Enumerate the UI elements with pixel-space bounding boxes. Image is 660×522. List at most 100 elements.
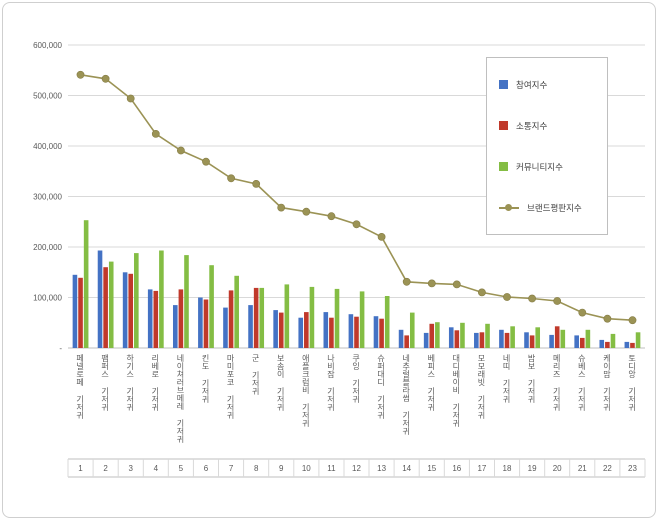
x-axis-label: 보솜이 기저귀 — [276, 354, 286, 411]
x-axis-label: 군 기저귀 — [251, 354, 261, 395]
bar — [610, 333, 616, 348]
legend-item-brand-reputation-index: 브랜드평판지수 — [499, 202, 607, 214]
x-axis-label: 토디앙 기저귀 — [627, 354, 637, 411]
x-axis-label: 애플크럼비 기저귀 — [301, 354, 311, 427]
rank-label: 10 — [302, 464, 311, 473]
bar — [223, 307, 228, 348]
x-axis-label: 모모래빗 기저귀 — [476, 354, 486, 419]
line-marker — [151, 129, 160, 138]
bar — [354, 316, 359, 348]
y-axis-label: - — [59, 344, 62, 353]
bar — [448, 327, 454, 348]
rank-label: 7 — [229, 464, 234, 473]
rank-label: 13 — [377, 464, 386, 473]
x-axis-label: 네띠 기저귀 — [502, 354, 511, 403]
bar — [384, 296, 390, 348]
bar — [454, 330, 460, 348]
y-axis-label: 100,000 — [33, 294, 62, 303]
bar — [398, 329, 404, 348]
bar — [147, 289, 153, 348]
line-marker — [528, 294, 536, 303]
line-marker — [277, 203, 286, 212]
bar — [585, 329, 591, 348]
rank-label: 9 — [279, 464, 284, 473]
x-axis-label: 밤보 기저귀 — [527, 354, 537, 403]
legend-item-communication-index: 소통지수 — [499, 120, 607, 132]
y-axis-label: 400,000 — [33, 142, 62, 151]
bar — [259, 287, 265, 348]
line-marker — [302, 207, 311, 216]
line-marker — [252, 179, 261, 188]
bar — [234, 275, 239, 348]
x-axis-label: 네추럴블라썸 기저귀 — [401, 354, 411, 435]
rank-label: 16 — [452, 464, 461, 473]
bar — [423, 332, 429, 349]
line-marker — [452, 280, 461, 289]
bar — [535, 327, 541, 348]
x-axis-label: 마미포코 기저귀 — [226, 354, 236, 419]
x-axis-label: 킨도 기저귀 — [201, 354, 210, 403]
line-marker — [352, 220, 361, 229]
bar — [474, 332, 479, 349]
bar — [97, 250, 103, 348]
bar — [172, 305, 178, 348]
bar — [605, 341, 610, 348]
line-marker — [101, 74, 110, 83]
bar — [560, 329, 566, 348]
bar — [435, 322, 440, 348]
x-axis-label: 메리즈 기저귀 — [552, 354, 562, 411]
rank-label: 15 — [427, 464, 436, 473]
x-axis-label: 베피스 기저귀 — [426, 354, 436, 411]
bar — [485, 323, 490, 348]
bar — [579, 337, 585, 348]
legend: 참여지수 소통지수 커뮤니티지수 브랜드평판지수 — [486, 57, 608, 235]
rank-label: 2 — [103, 464, 108, 473]
rank-label: 8 — [254, 464, 259, 473]
bar — [429, 323, 435, 348]
bar — [504, 332, 510, 349]
legend-swatch-community — [499, 162, 508, 171]
bar — [159, 250, 164, 348]
bar — [134, 253, 139, 348]
rank-label: 3 — [128, 464, 133, 473]
line-marker — [327, 212, 336, 221]
x-axis-label: 하기스 기저귀 — [125, 354, 135, 411]
bar — [184, 255, 189, 348]
y-axis-label: 200,000 — [33, 243, 62, 252]
rank-label: 5 — [179, 464, 184, 473]
x-axis-label: 나비잠 기저귀 — [326, 354, 336, 411]
bar — [278, 312, 284, 348]
bar — [460, 322, 465, 349]
legend-label-community: 커뮤니티지수 — [516, 161, 563, 172]
legend-item-participation-index: 참여지수 — [499, 79, 607, 91]
rank-label: 21 — [578, 464, 587, 473]
bar — [348, 314, 354, 348]
legend-swatch-communication — [499, 121, 508, 130]
x-axis-label: 슈퍼대디 기저귀 — [376, 354, 386, 419]
legend-label-communication: 소통지수 — [516, 120, 548, 131]
line-marker — [477, 288, 486, 297]
bar — [510, 326, 515, 348]
bar — [334, 288, 340, 348]
bar — [373, 316, 379, 348]
rank-label: 6 — [204, 464, 209, 473]
y-axis-label: 500,000 — [33, 92, 62, 101]
bar — [108, 261, 114, 348]
bar — [273, 310, 278, 348]
line-marker — [553, 297, 562, 305]
legend-item-community-index: 커뮤니티지수 — [499, 161, 607, 173]
line-marker — [126, 94, 135, 103]
rank-label: 1 — [78, 464, 83, 473]
x-axis-label: 팸퍼스 기저귀 — [100, 354, 110, 411]
x-axis-label: 쿠잉 기저귀 — [351, 354, 361, 403]
bar — [253, 287, 259, 348]
bar — [323, 312, 329, 348]
bar — [624, 341, 630, 348]
bar — [329, 317, 334, 348]
x-axis-label: 대디베이비 기저귀 — [451, 354, 461, 427]
bar — [554, 326, 560, 348]
line-marker — [427, 279, 436, 288]
rank-label: 4 — [154, 464, 159, 473]
bar — [209, 265, 214, 348]
bar — [635, 332, 641, 348]
